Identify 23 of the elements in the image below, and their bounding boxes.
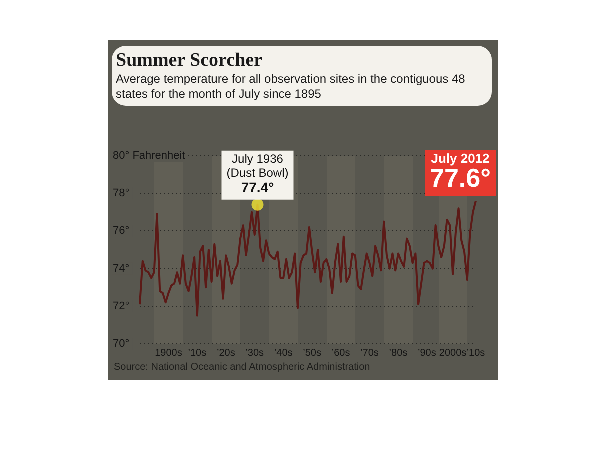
x-tick-label: ’40s xyxy=(274,348,293,359)
x-tick-label: ’80s xyxy=(389,348,408,359)
y-tick-label: 80° Fahrenheit xyxy=(113,150,186,162)
y-tick-label: 72° xyxy=(113,300,130,312)
x-tick-label: ’10s xyxy=(466,348,486,359)
x-tick-label: ’20s xyxy=(216,348,236,359)
x-tick-label: ’10s xyxy=(188,348,207,359)
y-tick-label: 74° xyxy=(113,262,130,275)
y-tick-label: 76° xyxy=(113,225,130,238)
y-tick-label: 78° xyxy=(113,188,130,200)
x-tick-label: ’50s xyxy=(303,348,322,359)
x-tick-label: 1900s xyxy=(155,348,182,359)
chart-subtitle: Average temperature for all observation sites in the contiguous 48 states for the month of July since 1895 xyxy=(116,72,466,102)
x-tick-label: ’30s xyxy=(246,348,264,359)
annotation: July 2012 77.6° xyxy=(430,151,492,194)
x-tick-label: 2000s xyxy=(439,348,467,359)
annotation: July 1936 (Dust Bowl) 77.4° xyxy=(226,152,289,196)
source-note: Source: National Oceanic and Atmospheric Administration xyxy=(114,362,370,373)
y-tick-label: 70° xyxy=(113,338,130,350)
x-tick-label: ’70s xyxy=(360,348,379,359)
chart-title: Summer Scorcher xyxy=(116,50,264,72)
x-tick-label: ’60s xyxy=(332,348,350,359)
x-tick-label: ’90s xyxy=(418,348,436,359)
